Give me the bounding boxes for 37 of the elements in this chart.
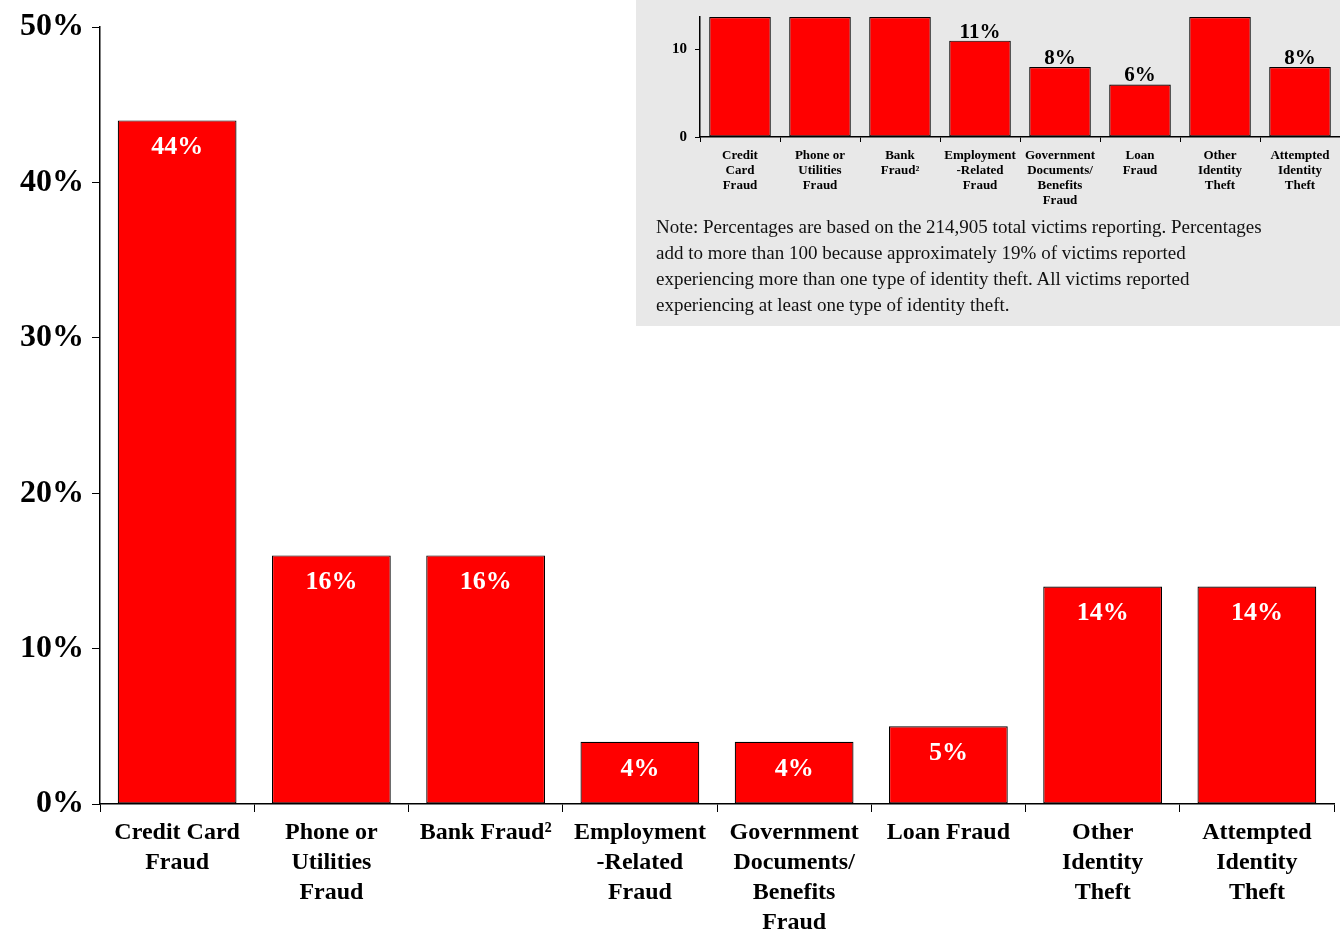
y-tick-label: 10% xyxy=(20,627,84,664)
data-label: 5% xyxy=(928,737,968,767)
y-tick-label: 20% xyxy=(20,472,84,509)
data-label: 16% xyxy=(305,566,358,596)
x-tick-label: Credit Card Fraud xyxy=(722,146,759,192)
data-label: 14% xyxy=(1230,597,1283,627)
data-label: 14% xyxy=(1076,597,1129,627)
x-tick-label: Government Documents/ Benefits Fraud xyxy=(729,818,859,935)
data-label: 11% xyxy=(959,18,1001,43)
annotation: Note: Percentages are based on the 214,905 total victims reporting. Percentages add to more than 100 because approximately 19% of victims reported experiencing more than one type of identity theft. All victims reported experiencing at least one type of identity theft. xyxy=(656,215,1263,317)
data-label: 6% xyxy=(1124,62,1156,87)
y-tick-label: 40% xyxy=(20,161,84,198)
x-tick-label: Bank Fraud² xyxy=(419,818,552,845)
data-label: 8% xyxy=(1284,44,1316,69)
x-tick-label: Attempted Identity Theft xyxy=(1202,818,1313,905)
y-tick-label: 50% xyxy=(20,6,84,43)
data-label: 44% xyxy=(151,131,204,161)
x-tick-label: Government Documents/ Benefits Fraud xyxy=(1024,146,1096,207)
x-tick-label: Credit Card Fraud xyxy=(114,818,241,875)
x-tick-label: Attempted Identity Theft xyxy=(1270,146,1331,192)
y-tick-label: 10 xyxy=(672,40,687,57)
x-tick-label: Phone or Utilities Fraud xyxy=(794,146,846,192)
x-tick-label: Employment -Related Fraud xyxy=(944,146,1017,192)
x-tick-label: Loan Fraud xyxy=(1122,146,1159,177)
x-tick-label: Other Identity Theft xyxy=(1061,818,1144,905)
data-label: 4% xyxy=(774,752,814,782)
x-tick-label: Other Identity Theft xyxy=(1197,146,1243,192)
data-label: 16% xyxy=(459,566,512,596)
data-label: 8% xyxy=(1044,44,1076,69)
x-tick-label: Employment -Related Fraud xyxy=(573,818,706,905)
data-label: 4% xyxy=(620,752,660,782)
x-tick-label: Bank Fraud² xyxy=(880,146,920,177)
y-tick-label: 30% xyxy=(20,317,84,354)
y-tick-label: 0% xyxy=(36,783,84,820)
y-tick-label: 0 xyxy=(679,127,687,144)
x-tick-label: Phone or Utilities Fraud xyxy=(285,818,379,905)
x-tick-label: Loan Fraud xyxy=(886,818,1011,845)
